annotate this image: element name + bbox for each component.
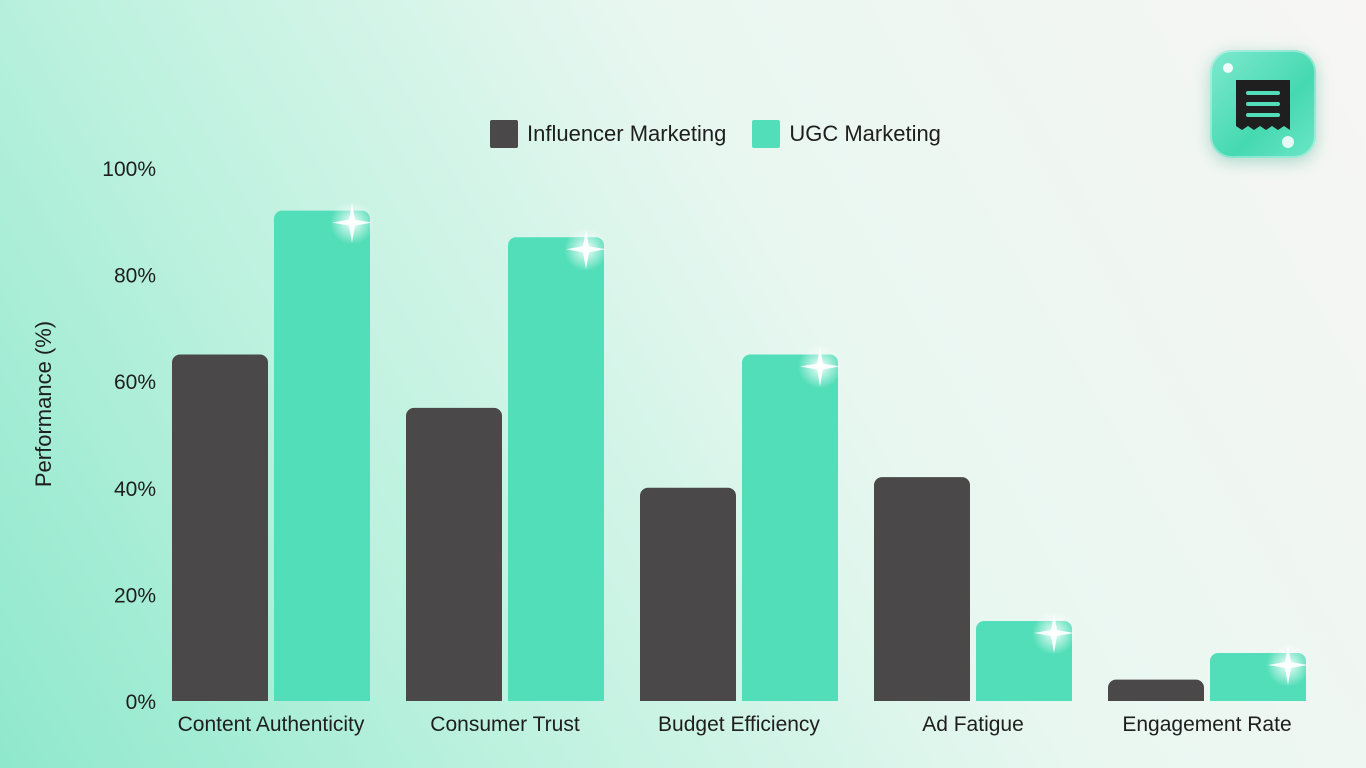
bar-influencer [172, 354, 268, 701]
x-category-label: Engagement Rate [1122, 713, 1291, 736]
bar-base [874, 691, 970, 701]
sparkle [566, 229, 606, 270]
bar-base [640, 691, 736, 701]
legend-label-influencer: Influencer Marketing [527, 121, 727, 146]
legend-swatch-influencer [490, 120, 518, 148]
bar-ugc [508, 237, 604, 702]
y-tick-label: 0% [126, 691, 156, 714]
y-tick-label: 80% [114, 265, 156, 288]
receipt-icon [1223, 63, 1294, 148]
legend: Influencer Marketing UGC Marketing [490, 120, 941, 148]
bar-influencer [640, 487, 736, 701]
y-tick-label: 100% [102, 158, 156, 181]
bar-base [172, 691, 268, 701]
bar-base [406, 691, 502, 701]
bar-base [274, 691, 370, 701]
legend-label-ugc: UGC Marketing [789, 121, 941, 146]
y-tick-label: 60% [114, 371, 156, 394]
y-axis-label: Performance (%) [31, 320, 56, 488]
bar-base [508, 691, 604, 701]
x-category-label: Content Authenticity [178, 713, 365, 736]
sparkle [1034, 613, 1074, 654]
y-tick-label: 20% [114, 584, 156, 607]
sparkle [1268, 645, 1308, 686]
sparkle [800, 346, 840, 387]
bar-base [1210, 691, 1306, 701]
bar-ugc [274, 210, 370, 701]
bar-base [742, 691, 838, 701]
bar-influencer [874, 477, 970, 701]
x-category-label: Budget Efficiency [658, 713, 820, 736]
bar-base [1108, 691, 1204, 701]
legend-item-ugc: UGC Marketing [752, 120, 941, 148]
app-logo [1210, 50, 1316, 158]
legend-swatch-ugc [752, 120, 781, 148]
bar-base [976, 691, 1072, 701]
legend-item-influencer: Influencer Marketing [490, 120, 726, 148]
x-category-label: Ad Fatigue [922, 713, 1024, 736]
sparkle [332, 202, 372, 243]
x-category-label: Consumer Trust [430, 713, 580, 736]
bar-ugc [742, 354, 838, 701]
y-tick-label: 40% [114, 478, 156, 501]
bar-influencer [406, 407, 502, 701]
